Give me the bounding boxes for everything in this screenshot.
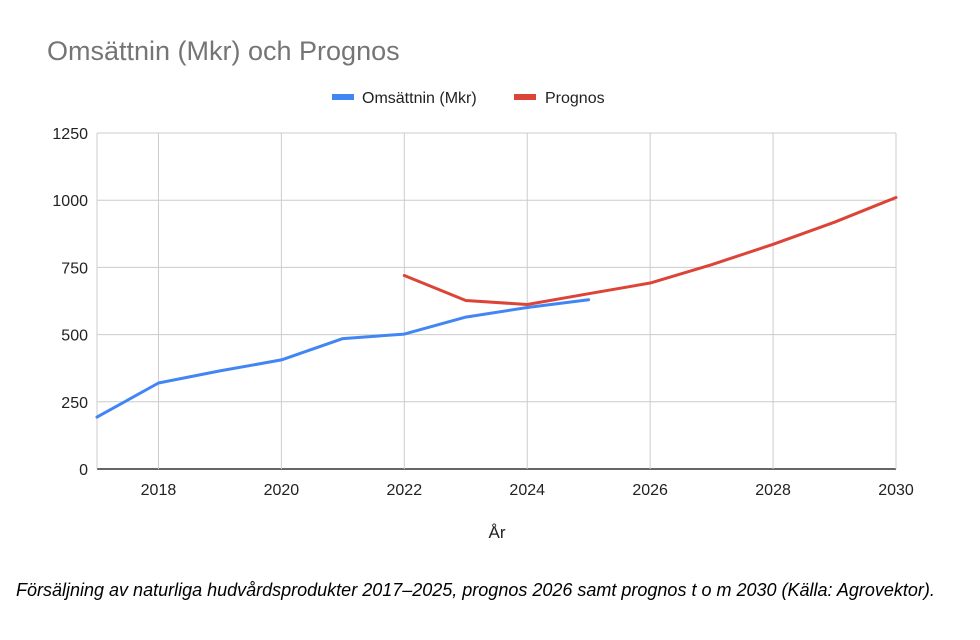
x-tick-label: 2028 — [755, 482, 791, 499]
x-axis-title: År — [489, 523, 506, 542]
series-line-0 — [95, 298, 591, 419]
figure-caption: Försäljning av naturliga hudvårdsprodukt… — [16, 580, 935, 600]
y-tick-label: 0 — [79, 462, 88, 479]
y-tick-label: 1000 — [52, 193, 88, 210]
x-tick-label: 2030 — [878, 482, 914, 499]
grid-lines — [96, 132, 897, 470]
line-chart: Omsättnin (Mkr) och Prognos Omsättnin (M… — [47, 36, 914, 542]
series-layer — [95, 196, 898, 419]
x-axis-ticks: 2018 2020 2022 2024 2026 2028 2030 — [141, 482, 914, 499]
y-tick-label: 1250 — [52, 126, 88, 143]
y-axis-ticks: 0 250 500 750 1000 1250 — [52, 126, 88, 479]
x-tick-label: 2026 — [632, 482, 668, 499]
x-tick-label: 2022 — [387, 482, 423, 499]
series-line-1 — [402, 196, 898, 306]
x-tick-label: 2020 — [264, 482, 300, 499]
x-tick-label: 2024 — [509, 482, 545, 499]
y-tick-label: 250 — [61, 395, 88, 412]
y-tick-label: 500 — [61, 328, 88, 345]
legend-label-0: Omsättnin (Mkr) — [362, 90, 477, 107]
chart-title: Omsättnin (Mkr) och Prognos — [47, 36, 400, 66]
x-tick-label: 2018 — [141, 482, 177, 499]
legend-swatch-1 — [514, 94, 536, 100]
legend-label-1: Prognos — [545, 90, 605, 107]
legend: Omsättnin (Mkr) Prognos — [332, 90, 605, 107]
y-tick-label: 750 — [61, 260, 88, 277]
legend-swatch-0 — [332, 94, 354, 100]
